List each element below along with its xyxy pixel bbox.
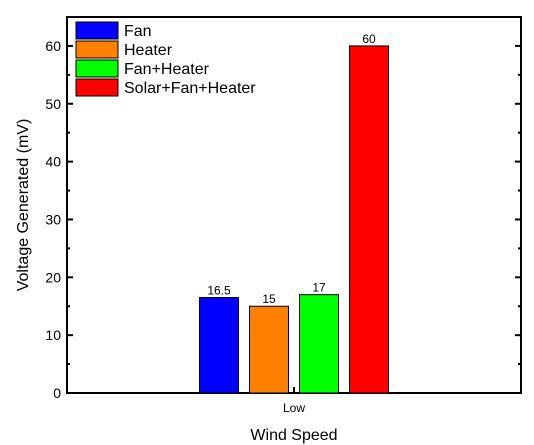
y-tick-label: 60 (45, 38, 61, 54)
bar-fan (199, 297, 239, 394)
y-tick-label: 10 (45, 327, 61, 343)
legend-label: Fan+Heater (124, 61, 210, 78)
bar-heater (249, 305, 289, 394)
y-axis-title: Voltage Generated (mV) (15, 119, 32, 292)
legend-label: Fan (124, 23, 152, 40)
legend-swatch (75, 21, 119, 40)
bar-value-label: 17 (312, 281, 326, 295)
x-axis-title: Wind Speed (250, 427, 337, 444)
bar-fan-heater (299, 294, 339, 394)
x-category-label: Low (283, 401, 305, 415)
y-tick-label: 0 (53, 385, 61, 401)
y-tick-label: 50 (45, 96, 61, 112)
y-tick-label: 20 (45, 269, 61, 285)
bar-value-label: 16.5 (207, 284, 231, 298)
y-tick-label: 40 (45, 154, 61, 170)
y-axis-ticks: 0 10 20 30 40 50 60 (45, 38, 521, 401)
bar-value-label: 15 (262, 292, 276, 306)
bar-value-label: 60 (362, 32, 376, 46)
bar-data-labels: 16.5 15 17 60 (207, 32, 376, 306)
bar-solar-fan-heater (349, 45, 389, 394)
legend-swatch (75, 78, 119, 97)
legend-label: Solar+Fan+Heater (124, 80, 256, 97)
legend-swatch (75, 59, 119, 78)
legend-swatch (75, 40, 119, 59)
y-tick-label: 30 (45, 211, 61, 227)
bars (199, 45, 389, 394)
legend-label: Heater (124, 42, 173, 59)
legend: Fan Heater Fan+Heater Solar+Fan+Heater (75, 21, 256, 97)
